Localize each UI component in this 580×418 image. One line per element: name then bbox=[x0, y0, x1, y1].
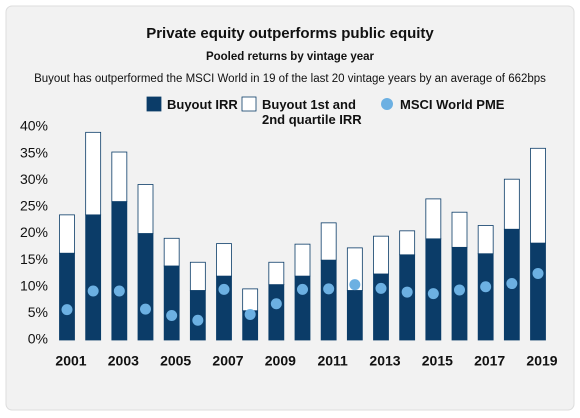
pme-dot bbox=[166, 310, 178, 322]
bar-segment bbox=[111, 151, 128, 202]
y-tick-label: 25% bbox=[20, 198, 48, 214]
y-tick-label: 15% bbox=[20, 251, 48, 267]
y-tick-label: 0% bbox=[28, 331, 48, 347]
bar-segment bbox=[530, 242, 546, 341]
bar-segment bbox=[59, 252, 75, 341]
bar-segment bbox=[346, 247, 363, 291]
pme-dot bbox=[140, 303, 151, 315]
legend-label: MSCI World PME bbox=[400, 97, 505, 112]
bar-segment bbox=[268, 261, 285, 286]
bar-segment bbox=[163, 265, 180, 341]
x-tick-label: 2009 bbox=[265, 353, 296, 369]
pme-dot bbox=[87, 285, 99, 297]
pme-dot bbox=[244, 308, 256, 320]
pme-dot bbox=[480, 281, 492, 293]
bar-segment bbox=[59, 214, 75, 254]
bar-segment bbox=[137, 233, 154, 341]
bar-segment bbox=[530, 147, 546, 244]
bar-segment bbox=[137, 184, 154, 234]
pme-dot bbox=[532, 267, 544, 279]
pme-dot bbox=[218, 283, 230, 295]
pme-dot bbox=[349, 279, 361, 291]
legend-label: Buyout 1st and 2nd quartile IRR bbox=[262, 97, 362, 127]
bar-segment bbox=[477, 253, 494, 341]
pme-dot bbox=[375, 282, 387, 294]
x-tick-label: 2015 bbox=[422, 353, 453, 369]
bar-segment bbox=[111, 201, 128, 341]
y-tick-label: 40% bbox=[20, 118, 48, 134]
bar-segment bbox=[216, 243, 232, 277]
legend-swatch bbox=[241, 96, 257, 112]
bar-segment bbox=[320, 259, 337, 341]
x-tick-label: 2011 bbox=[317, 353, 348, 369]
pme-dot bbox=[427, 288, 439, 300]
bar-segment bbox=[399, 230, 416, 256]
pme-dot bbox=[297, 283, 308, 295]
x-tick-label: 2001 bbox=[55, 353, 86, 369]
bar-segment bbox=[346, 290, 363, 341]
x-tick-label: 2013 bbox=[369, 353, 400, 369]
legend-swatch bbox=[146, 96, 162, 112]
pme-dot bbox=[192, 314, 204, 326]
bar-segment bbox=[425, 198, 442, 240]
x-tick-label: 2007 bbox=[212, 353, 243, 369]
pme-dot bbox=[506, 278, 518, 290]
y-tick-label: 35% bbox=[20, 144, 48, 160]
x-tick-label: 2003 bbox=[108, 353, 139, 369]
y-tick-label: 20% bbox=[20, 224, 48, 240]
bar-segment bbox=[503, 178, 520, 230]
bar-segment bbox=[294, 243, 311, 277]
bar-segment bbox=[163, 237, 180, 267]
y-tick-label: 10% bbox=[20, 277, 48, 293]
chart-subtitle: Pooled returns by vintage year bbox=[206, 51, 375, 63]
x-tick-label: 2017 bbox=[474, 353, 505, 369]
bar-segment bbox=[85, 131, 102, 216]
chart-title: Private equity outperforms public equity bbox=[146, 25, 434, 42]
y-tick-label: 5% bbox=[28, 304, 48, 320]
pme-dot bbox=[270, 298, 282, 310]
bar-segment bbox=[242, 288, 259, 312]
bar-segment bbox=[477, 225, 494, 255]
pme-dot bbox=[113, 285, 125, 297]
bar-segment bbox=[320, 222, 337, 261]
bar-segment bbox=[189, 261, 206, 291]
description: Buyout has outperformed the MSCI World i… bbox=[34, 73, 546, 85]
y-tick-label: 30% bbox=[20, 171, 48, 187]
bar-segment bbox=[85, 214, 102, 341]
bar-segment bbox=[268, 284, 285, 341]
x-tick-label: 2005 bbox=[160, 353, 191, 369]
bar-segment bbox=[373, 235, 389, 275]
legend-label: Buyout IRR bbox=[167, 97, 238, 112]
pme-dot bbox=[401, 286, 413, 298]
pme-dot bbox=[454, 284, 465, 296]
pme-dot bbox=[61, 304, 73, 316]
legend-swatch bbox=[381, 98, 393, 110]
bar-segment bbox=[451, 211, 468, 248]
x-tick-label: 2019 bbox=[526, 353, 557, 369]
pme-dot bbox=[323, 283, 335, 295]
